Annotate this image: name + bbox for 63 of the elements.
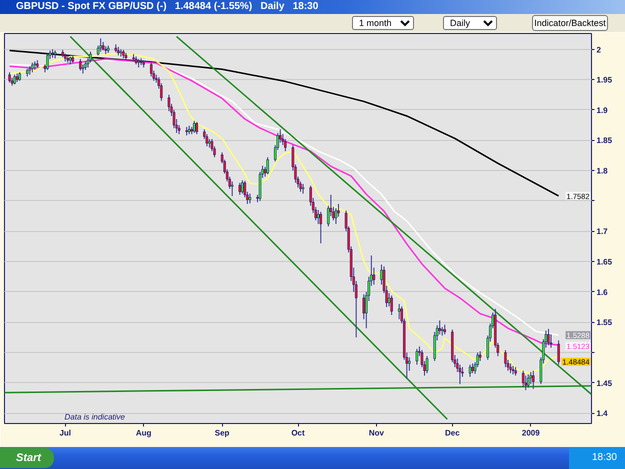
candlestick (398, 304, 400, 320)
candlestick (468, 364, 472, 378)
x-tick-label: Nov (368, 428, 385, 438)
candlestick (13, 74, 16, 85)
candlestick (99, 38, 102, 52)
text: 18:30 (569, 447, 625, 469)
candlestick (426, 356, 428, 374)
candlestick (504, 350, 507, 368)
y-tick-label: 1.95 (596, 76, 613, 85)
y-tick-label: 1.7 (596, 227, 608, 236)
x-tick-label: 2009 (522, 428, 540, 438)
candlestick (46, 53, 49, 70)
y-tick-label: 1.9 (596, 106, 608, 115)
text: Start (0, 448, 54, 468)
chart-title: GBPUSD - Spot FX GBP/USD (-) 1.48484 (-1.55%) Daily 18:30 (0, 0, 625, 14)
annotation: Data is indicative (64, 412, 126, 422)
candlestick (302, 183, 304, 194)
candlestick (526, 374, 530, 388)
x-tick-label: Sep (214, 428, 230, 438)
y-tick-label: 1.45 (596, 378, 613, 388)
candlestick (196, 122, 198, 135)
y-tick-label: 1.4 (596, 409, 608, 418)
candlestick (416, 348, 418, 366)
candlestick (241, 180, 244, 194)
line-series (8, 50, 560, 197)
y-tick-label: 1.8 (596, 166, 608, 176)
candlestick (31, 62, 34, 73)
candlestick (509, 362, 512, 374)
y-tick-label: 2 (596, 45, 602, 54)
candlestick (471, 362, 474, 374)
candlestick (532, 370, 535, 390)
candlestick (334, 208, 338, 224)
candlestick (206, 134, 208, 147)
candlestick (266, 156, 269, 175)
candlestick (79, 58, 82, 71)
x-tick-label: Oct (291, 428, 306, 438)
candlestick (230, 180, 234, 197)
candlestick (320, 211, 322, 244)
candlestick (89, 51, 92, 64)
y-tick-label: 1.6 (596, 288, 608, 297)
candlestick (8, 72, 11, 84)
y-tick-label: 1.65 (596, 258, 613, 267)
candlestick (299, 180, 302, 192)
y-tick-label: 1.85 (596, 136, 613, 146)
candlestick (168, 94, 170, 112)
x-tick-label: Dec (445, 428, 460, 438)
candlestick (316, 210, 320, 224)
y-tick-label: 1.55 (596, 318, 613, 328)
candlestick (547, 328, 550, 346)
candlestick (150, 62, 153, 78)
text: Indicator/Backtest (532, 15, 608, 31)
candlestick (557, 340, 560, 366)
candlestick (522, 370, 524, 388)
candlestick (238, 182, 242, 196)
candlestick (390, 295, 393, 316)
text: Daily (443, 16, 497, 30)
candlestick (443, 324, 446, 335)
candlestick (530, 371, 532, 385)
x-tick-label: Jul (59, 428, 72, 438)
candlestick (248, 193, 252, 204)
candlestick (193, 120, 196, 134)
text: 1 month (352, 16, 414, 30)
x-tick-label: Aug (136, 428, 152, 438)
